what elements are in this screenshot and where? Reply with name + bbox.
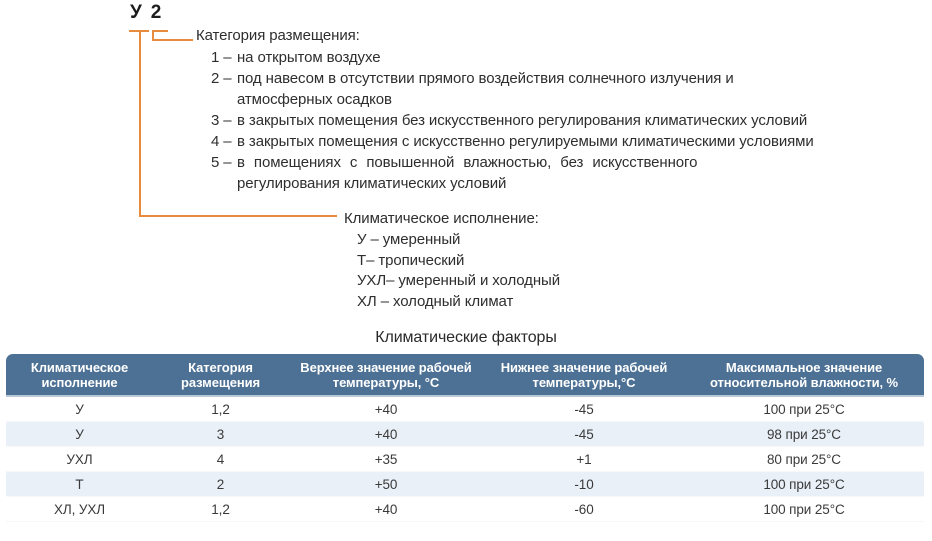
table-body: У 1,2 +40 -45 100 при 25°С У 3 +40 -45 9… (6, 397, 924, 522)
list-item: ХЛ – холодный климат (357, 292, 514, 310)
item-number: 2 – (211, 70, 232, 87)
item-number: 5 – (211, 154, 232, 171)
table-cell: УХЛ (66, 451, 93, 467)
table-cell: 1,2 (211, 501, 230, 517)
list-item: Т– тропический (357, 251, 465, 269)
table-cell: 100 при 25°С (763, 401, 845, 417)
table-cell: Т (75, 476, 84, 492)
item-text: в закрытых помещения с искусственно регу… (237, 133, 814, 150)
table-title: Климатические факторы (375, 329, 557, 346)
table-cell: +35 (374, 451, 398, 467)
table-row: ХЛ, УХЛ 1,2 +40 -60 100 при 25°С (6, 497, 924, 522)
climatic-factors-table: Климатическое исполнение Категория разме… (6, 354, 924, 522)
list-item: 5 – в помещениях с повышенной влажностью… (211, 152, 901, 194)
table-cell: -45 (574, 426, 594, 442)
designation-code: У 2 (130, 2, 161, 24)
table-cell: 100 при 25°С (763, 501, 845, 517)
climate-list: У – умеренный Т– тропический УХЛ– умерен… (357, 230, 560, 312)
table-cell: -45 (574, 401, 594, 417)
category-bracket-vertical-line (152, 30, 154, 41)
table-cell: +1 (576, 451, 592, 467)
list-item: УХЛ– умеренный и холодный (357, 272, 560, 289)
table-cell: ХЛ, УХЛ (53, 501, 106, 517)
category-section-label: Категория размещения: (196, 27, 360, 44)
item-text: на открытом воздухе (237, 49, 381, 66)
table-cell: +40 (374, 501, 398, 517)
designation-climate-code: У (130, 2, 142, 23)
column-header: Нижнее значение рабочей температуры,°С (500, 359, 668, 390)
category-list: 1 – на открытом воздухе 2 – под навесом … (211, 47, 901, 194)
table-cell: +40 (374, 401, 398, 417)
table-row: У 1,2 +40 -45 100 при 25°С (6, 397, 924, 422)
column-header: Максимальное значение относительной влаж… (710, 359, 898, 390)
item-number: 3 – (211, 112, 232, 129)
table-row: УХЛ 4 +35 +1 80 при 25°С (6, 447, 924, 472)
table-cell: 80 при 25°С (767, 451, 841, 467)
table-cell: 100 при 25°С (763, 476, 845, 492)
table-cell: У (75, 426, 84, 442)
item-text: в помещениях с повышенной влажностью, бе… (237, 154, 698, 192)
item-text: в закрытых помещения без искусственного … (237, 112, 808, 129)
category-bracket-tick (152, 30, 168, 32)
item-number: 1 – (211, 49, 232, 66)
table-row: Т 2 +50 -10 100 при 25°С (6, 472, 924, 497)
column-header: Верхнее значение рабочей температуры, °С (300, 359, 472, 390)
table-cell: +40 (374, 426, 398, 442)
item-number: 4 – (211, 133, 232, 150)
list-item: 3 – в закрытых помещения без искусственн… (211, 110, 901, 131)
table-cell: 3 (216, 426, 225, 442)
column-header: Категория размещения (181, 359, 260, 390)
climate-bracket-horizontal-line (139, 215, 337, 217)
list-item: 4 – в закрытых помещения с искусственно … (211, 131, 901, 152)
table-cell: 98 при 25°С (767, 426, 841, 442)
table-cell: 4 (216, 451, 225, 467)
table-row: У 3 +40 -45 98 при 25°С (6, 422, 924, 447)
climate-section-label: Климатическое исполнение: (344, 210, 539, 227)
list-item: У – умеренный (357, 231, 461, 248)
list-item: 2 – под навесом в отсутствии прямого воз… (211, 68, 901, 110)
category-bracket-horizontal-line (152, 39, 193, 41)
table-cell: -10 (574, 476, 594, 492)
designation-category-code: 2 (150, 2, 162, 23)
table-cell: У (75, 401, 84, 417)
table-cell: +50 (374, 476, 398, 492)
list-item: 1 – на открытом воздухе (211, 47, 901, 68)
item-text: под навесом в отсутствии прямого воздейс… (237, 70, 734, 108)
table-cell: 1,2 (211, 401, 230, 417)
climate-bracket-vertical-line (139, 30, 141, 217)
table-cell: 2 (216, 476, 225, 492)
table-header-row: Климатическое исполнение Категория разме… (6, 354, 924, 397)
column-header: Климатическое исполнение (30, 359, 129, 390)
table-cell: -60 (574, 501, 594, 517)
